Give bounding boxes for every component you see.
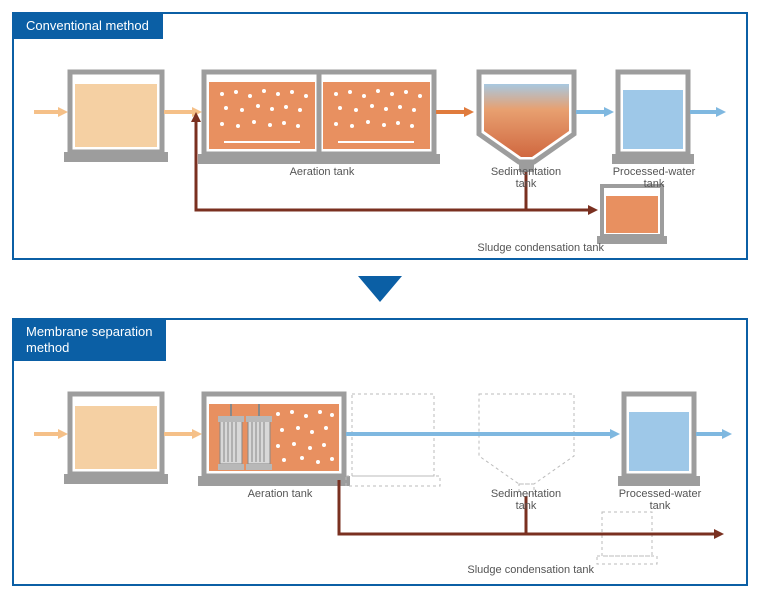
ghost-sludge <box>597 512 657 564</box>
processed-water-tank <box>612 72 694 164</box>
sludge-tank <box>597 186 667 244</box>
conventional-diagram <box>14 14 750 262</box>
panel-membrane: Membrane separation method <box>12 318 748 586</box>
aeration-tank-2 <box>198 394 350 486</box>
arrow-inlet <box>34 107 68 117</box>
arrow-inlet-2 <box>34 429 68 439</box>
caption-sludge-1: Sludge condensation tank <box>454 242 604 254</box>
caption-sedimentation-1: Sedimentation tank <box>486 166 566 190</box>
ghost-aeration <box>346 394 440 486</box>
arrow-aeration-sediment <box>436 107 474 117</box>
arrow-sediment-processed <box>576 107 614 117</box>
sedimentation-tank <box>479 72 574 172</box>
processed-water-tank-2 <box>618 394 700 486</box>
arrow-outlet-2 <box>696 429 732 439</box>
arrow-outlet <box>690 107 726 117</box>
caption-processed-2: Processed-water tank <box>610 488 710 512</box>
panel-conventional: Conventional method <box>12 12 748 260</box>
caption-sedimentation-2: Sedimentation tank <box>486 488 566 512</box>
arrow-blue-long <box>346 429 620 439</box>
caption-aeration-1: Aeration tank <box>272 166 372 178</box>
caption-aeration-2: Aeration tank <box>230 488 330 500</box>
ghost-sedimentation <box>479 394 574 494</box>
membrane-diagram <box>14 320 750 588</box>
aeration-tank <box>198 72 440 164</box>
caption-sludge-2: Sludge condensation tank <box>444 564 594 576</box>
raw-tank-2 <box>64 394 168 484</box>
caption-processed-1: Processed-water tank <box>604 166 704 190</box>
raw-tank <box>64 72 168 162</box>
arrow-raw-aeration-2 <box>164 429 202 439</box>
